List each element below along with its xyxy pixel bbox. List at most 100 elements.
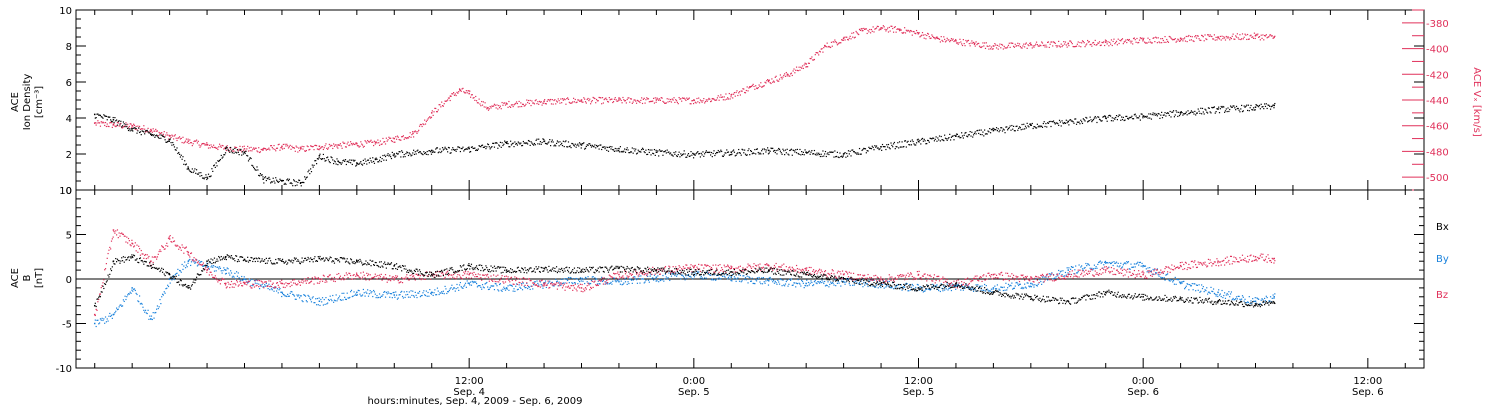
velocity-series-point	[141, 128, 143, 130]
bz-series-point	[643, 274, 645, 276]
density-series-point	[726, 149, 728, 151]
velocity-series-point	[1075, 45, 1077, 48]
velocity-series-point	[243, 145, 245, 147]
density-series-point	[894, 148, 896, 150]
by-series-point	[515, 285, 517, 287]
by-series-point	[969, 288, 971, 291]
velocity-series-point	[972, 42, 974, 44]
density-series-point	[429, 150, 431, 152]
by-series-point	[938, 289, 940, 292]
by-series-point	[1033, 286, 1035, 288]
by-series-point	[906, 283, 908, 285]
by-series-point	[400, 291, 402, 293]
bz-series-point	[96, 309, 98, 311]
density-series-point	[845, 156, 847, 158]
bz-series-point	[917, 273, 920, 276]
density-series-point	[1024, 125, 1027, 127]
velocity-series-point	[177, 137, 179, 139]
density-series-point	[421, 153, 423, 155]
bz-series-point	[215, 277, 217, 279]
velocity-series-point	[237, 150, 239, 152]
bz-series-point	[157, 253, 159, 255]
by-series-point	[534, 281, 536, 283]
density-series-point	[619, 146, 621, 148]
velocity-series-point	[628, 97, 630, 99]
velocity-series-point	[910, 30, 913, 32]
by-series-point	[753, 282, 755, 285]
velocity-series-point	[201, 143, 204, 145]
velocity-series-point	[155, 130, 158, 132]
velocity-series-point	[1218, 37, 1220, 39]
velocity-series-point	[630, 98, 633, 100]
density-series-point	[273, 180, 275, 182]
density-series-point	[595, 144, 598, 147]
by-series-point	[1146, 271, 1148, 273]
density-series-point	[104, 115, 107, 117]
bz-series-point	[313, 283, 315, 285]
velocity-series-point	[612, 100, 615, 103]
by-series-point	[199, 261, 201, 264]
by-series-point	[293, 295, 296, 297]
by-series-point	[253, 279, 256, 282]
bz-series-point	[321, 280, 324, 282]
by-series-point	[1197, 289, 1199, 291]
bz-series-point	[186, 250, 188, 253]
by-series-point	[403, 291, 405, 293]
by-series-point	[195, 261, 197, 263]
by-series-point	[1173, 283, 1176, 285]
density-series-point	[1021, 123, 1023, 126]
by-series-point	[990, 288, 993, 290]
bz-series-point	[124, 235, 126, 237]
by-series-point	[827, 281, 829, 283]
velocity-series-point	[832, 41, 834, 43]
by-series-point	[570, 277, 572, 279]
bz-series-point	[426, 275, 428, 277]
by-series-point	[812, 284, 815, 286]
density-series-point	[447, 146, 450, 149]
density-series-point	[475, 149, 478, 151]
by-series-point	[229, 274, 231, 276]
by-series-point	[189, 258, 191, 261]
density-series-point	[1226, 110, 1228, 113]
density-series-point	[336, 158, 338, 160]
velocity-series-point	[121, 127, 124, 129]
velocity-series-point	[944, 38, 946, 40]
velocity-series-point	[504, 104, 507, 106]
by-series-point	[374, 293, 376, 295]
velocity-series-point	[111, 126, 113, 129]
density-series-point	[635, 153, 638, 155]
density-series-point	[583, 142, 585, 144]
density-series-point	[448, 147, 450, 149]
velocity-series-point	[361, 143, 363, 145]
velocity-series-point	[925, 38, 927, 40]
by-series-point	[1181, 282, 1183, 284]
by-series-point	[1013, 287, 1016, 289]
by-series-point	[131, 287, 133, 289]
density-series-point	[406, 151, 408, 153]
density-series-point	[564, 141, 566, 143]
density-series-point	[353, 160, 355, 162]
by-series-point	[694, 272, 696, 274]
density-series-point	[327, 156, 329, 158]
by-series-point	[875, 284, 878, 286]
by-series-point	[1213, 292, 1216, 295]
velocity-series-point	[261, 149, 263, 151]
by-series-point	[377, 297, 379, 299]
by-series-point	[732, 273, 734, 276]
bz-series-point	[596, 284, 599, 286]
by-series-point	[775, 282, 777, 284]
density-series-point	[846, 152, 848, 155]
density-series-point	[113, 121, 115, 123]
velocity-series-point	[372, 141, 374, 143]
velocity-series-point	[973, 42, 976, 45]
density-series-point	[278, 180, 280, 183]
density-series-point	[863, 147, 865, 149]
density-series-point	[856, 153, 858, 155]
velocity-series-point	[169, 135, 171, 137]
velocity-series-point	[619, 98, 621, 100]
bz-series-point	[268, 280, 270, 282]
by-series-point	[190, 264, 192, 267]
by-series-point	[624, 278, 626, 281]
density-series-point	[269, 178, 271, 180]
by-series-point	[634, 276, 636, 278]
